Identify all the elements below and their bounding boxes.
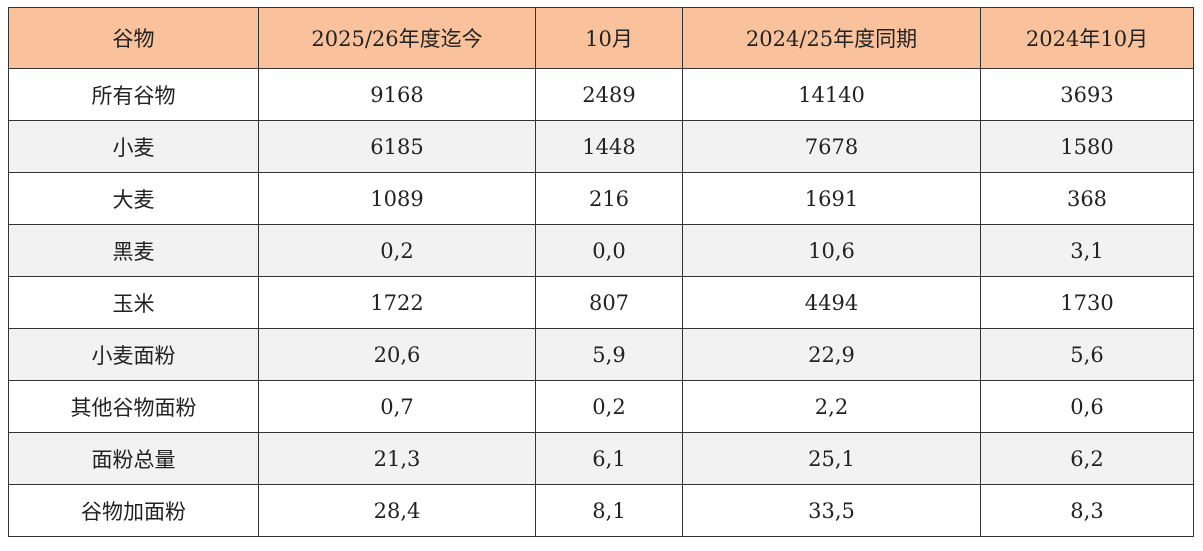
table-cell: 33,5 (682, 484, 981, 537)
table-row: 小麦面粉 20,6 5,9 22,9 5,6 (8, 328, 1194, 381)
row-label: 小麦 (8, 120, 259, 173)
table-cell: 1691 (682, 172, 981, 225)
row-label: 面粉总量 (8, 432, 259, 485)
table-cell: 10,6 (682, 224, 981, 277)
header-cell: 谷物 (8, 7, 259, 69)
table-cell: 8,3 (980, 484, 1194, 537)
header-cell: 2025/26年度迄今 (258, 7, 536, 69)
table-cell: 0,2 (535, 380, 683, 433)
table-cell: 6,2 (980, 432, 1194, 485)
table-cell: 0,6 (980, 380, 1194, 433)
table-cell: 368 (980, 172, 1194, 225)
table-cell: 1580 (980, 120, 1194, 173)
table-cell: 1448 (535, 120, 683, 173)
row-label: 谷物加面粉 (8, 484, 259, 537)
table-cell: 0,0 (535, 224, 683, 277)
table-cell: 4494 (682, 276, 981, 329)
row-label: 大麦 (8, 172, 259, 225)
row-label: 所有谷物 (8, 68, 259, 121)
table-cell: 6185 (258, 120, 536, 173)
table-cell: 21,3 (258, 432, 536, 485)
table-cell: 5,6 (980, 328, 1194, 381)
table-cell: 9168 (258, 68, 536, 121)
table-cell: 2489 (535, 68, 683, 121)
row-label: 小麦面粉 (8, 328, 259, 381)
table-row: 小麦 6185 1448 7678 1580 (8, 120, 1194, 173)
table-row: 玉米 1722 807 4494 1730 (8, 276, 1194, 329)
table-cell: 1722 (258, 276, 536, 329)
table-cell: 1730 (980, 276, 1194, 329)
row-label: 黑麦 (8, 224, 259, 277)
table-row: 面粉总量 21,3 6,1 25,1 6,2 (8, 432, 1194, 485)
header-cell: 2024年10月 (980, 7, 1194, 69)
table-cell: 3,1 (980, 224, 1194, 277)
table-cell: 25,1 (682, 432, 981, 485)
table-cell: 2,2 (682, 380, 981, 433)
table-cell: 1089 (258, 172, 536, 225)
table-cell: 3693 (980, 68, 1194, 121)
table-row: 谷物加面粉 28,4 8,1 33,5 8,3 (8, 484, 1194, 537)
header-cell: 2024/25年度同期 (682, 7, 981, 69)
table-cell: 0,7 (258, 380, 536, 433)
table-row: 其他谷物面粉 0,7 0,2 2,2 0,6 (8, 380, 1194, 433)
table-cell: 0,2 (258, 224, 536, 277)
header-cell: 10月 (535, 7, 683, 69)
row-label: 其他谷物面粉 (8, 380, 259, 433)
table-cell: 5,9 (535, 328, 683, 381)
table-row: 大麦 1089 216 1691 368 (8, 172, 1194, 225)
table-cell: 14140 (682, 68, 981, 121)
table-cell: 807 (535, 276, 683, 329)
table-cell: 7678 (682, 120, 981, 173)
row-label: 玉米 (8, 276, 259, 329)
table-cell: 22,9 (682, 328, 981, 381)
header-row: 谷物 2025/26年度迄今 10月 2024/25年度同期 2024年10月 (8, 7, 1194, 69)
table-cell: 216 (535, 172, 683, 225)
table-cell: 28,4 (258, 484, 536, 537)
table-cell: 8,1 (535, 484, 683, 537)
table-row: 所有谷物 9168 2489 14140 3693 (8, 68, 1194, 121)
table-row: 黑麦 0,2 0,0 10,6 3,1 (8, 224, 1194, 277)
table-cell: 6,1 (535, 432, 683, 485)
table-cell: 20,6 (258, 328, 536, 381)
data-table: 谷物 2025/26年度迄今 10月 2024/25年度同期 2024年10月 所有谷物… (8, 7, 1194, 537)
